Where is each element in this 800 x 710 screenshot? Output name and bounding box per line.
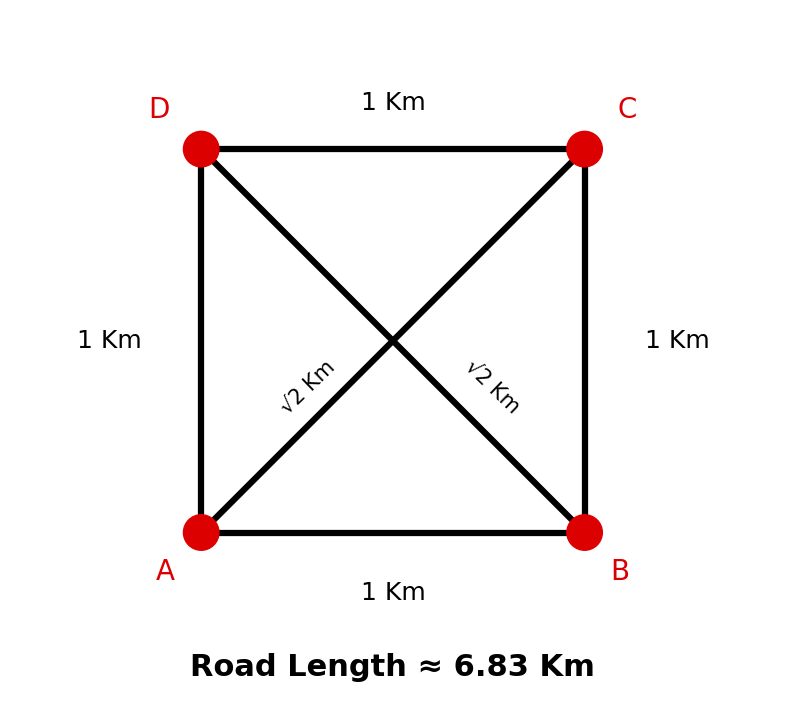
Text: A: A (156, 557, 175, 586)
Text: 1 Km: 1 Km (77, 329, 142, 353)
Text: B: B (610, 557, 630, 586)
Text: √2 Km: √2 Km (462, 356, 523, 417)
Circle shape (183, 131, 219, 167)
Text: 1 Km: 1 Km (645, 329, 710, 353)
Circle shape (567, 515, 602, 550)
Text: Road Length ≈ 6.83 Km: Road Length ≈ 6.83 Km (190, 653, 595, 682)
Text: √2 Km: √2 Km (277, 356, 338, 417)
Circle shape (183, 515, 219, 550)
Text: 1 Km: 1 Km (361, 91, 426, 115)
Text: 1 Km: 1 Km (361, 581, 426, 605)
Text: D: D (148, 96, 170, 124)
Text: C: C (618, 96, 637, 124)
Circle shape (567, 131, 602, 167)
